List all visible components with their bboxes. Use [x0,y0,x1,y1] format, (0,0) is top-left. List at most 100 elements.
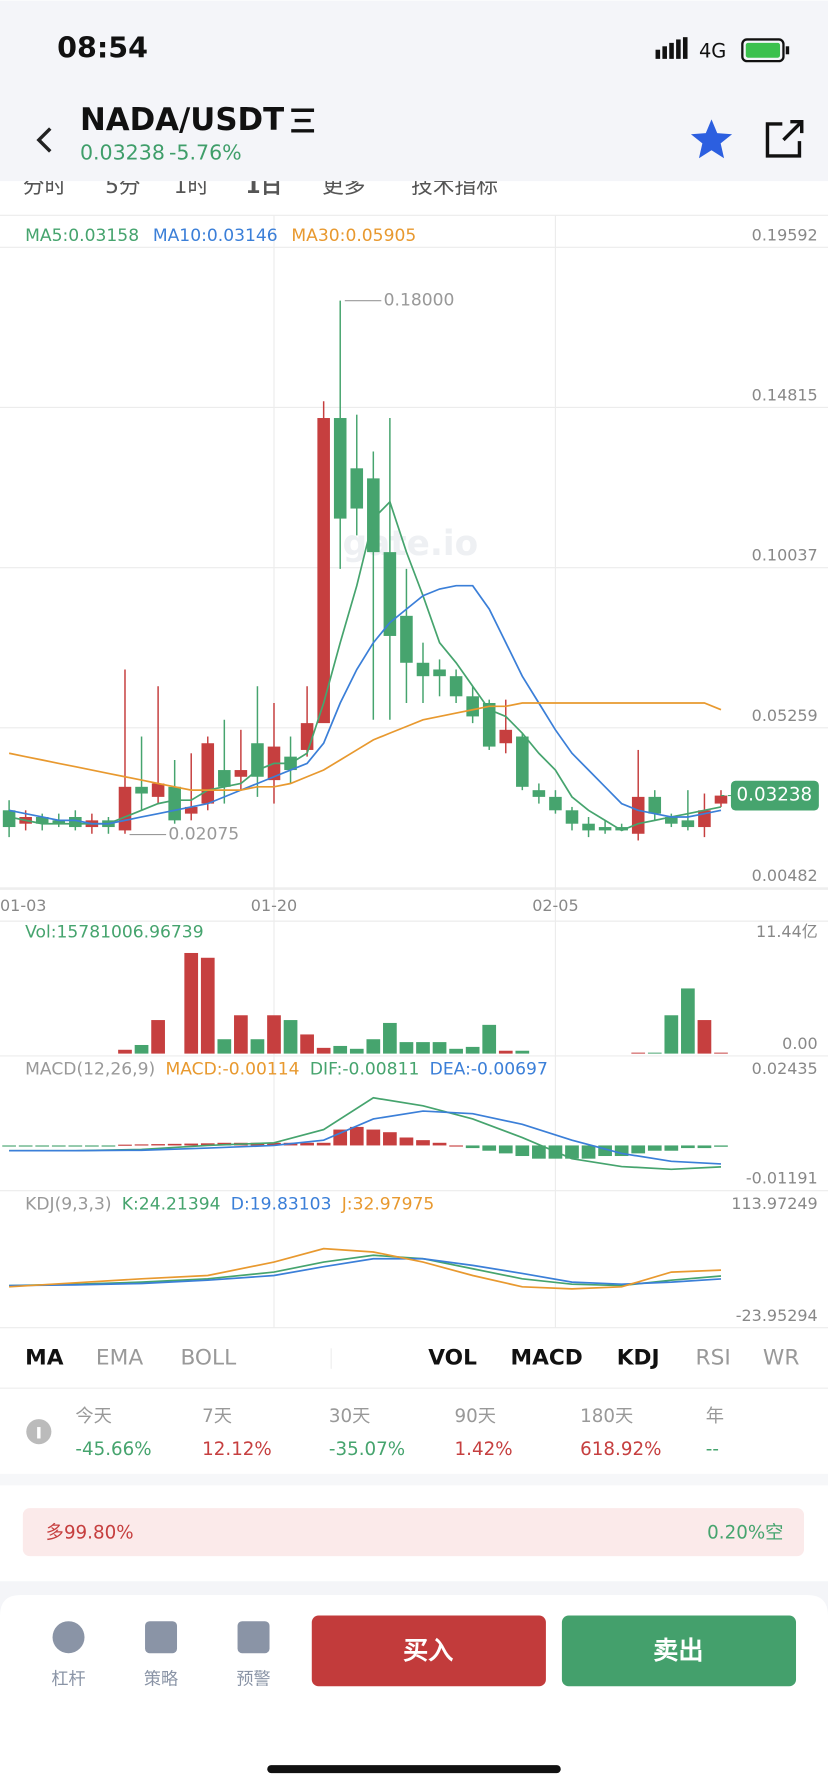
volume-bar [664,1015,679,1054]
back-button[interactable] [36,127,52,153]
indicator-title: MACD(12,26,9) [25,1060,155,1080]
bottom-area: MA EMA BOLL VOL MACD KDJ RSI WR 今天 -45.66% 7天 12.12… [0,1346,828,1792]
stat-label: 30天 [329,1406,371,1427]
macd-bar [498,1145,513,1154]
volume-bar [250,1039,265,1054]
nav-label[interactable]: 策略 [144,1669,178,1689]
macd-bar [134,1144,149,1146]
indicator-title: DEA:-0.00697 [430,1060,548,1080]
candle-body [300,723,314,750]
x-tick-label: 01-03 [0,896,46,915]
macd-line [9,1110,722,1165]
candle-body [714,795,728,804]
nav-icon[interactable] [52,1621,85,1654]
volume-bar [482,1024,497,1054]
candle-body [201,743,215,804]
short-ratio: 0.20%空 [707,1522,783,1543]
signal [655,37,688,59]
sub-indicator-tab[interactable]: RSI [696,1346,731,1371]
indicator-title: KDJ(9,3,3) [25,1194,111,1214]
macd-bar [631,1145,646,1154]
nav-label[interactable]: 预警 [236,1669,270,1689]
stat-value: 1.42% [455,1439,513,1460]
macd-line [9,1096,722,1171]
volume-bar [217,1039,232,1054]
candle-body [400,615,413,663]
main-indicator-tab[interactable]: MA [25,1346,64,1371]
candle-body [350,468,364,509]
volume-bar [647,1052,662,1054]
y-tick-label: 0.05259 [752,706,818,725]
last-price-tag [730,780,819,811]
buy-button[interactable] [311,1615,546,1687]
sub-indicator-tab[interactable]: KDJ [617,1346,660,1371]
candle-body [234,770,248,777]
volume-bar [316,1047,331,1054]
sub-indicator-tab[interactable]: MACD [511,1346,583,1371]
last-price-tag-label: 0.03238 [737,785,813,806]
sell-button[interactable] [561,1615,797,1687]
annotation-label: 0.18000 [384,291,455,311]
ratio-bar [22,1508,805,1557]
sub-indicator-tab[interactable]: VOL [428,1346,477,1371]
macd-bar [614,1145,629,1157]
volume-bar [465,1046,480,1054]
candle-body [665,816,678,824]
stat-value: -- [706,1439,719,1460]
y-tick-label: -0.01191 [746,1169,818,1188]
pair-name: NADA/USDT [80,102,284,138]
macd-bar [167,1143,182,1146]
candle-body [482,703,496,747]
last-price: 0.03238 [80,141,165,165]
candle-body [598,827,612,831]
volume-bar [681,988,695,1054]
buy-label[interactable]: 买入 [403,1636,453,1665]
stat-value: 618.92% [580,1439,661,1460]
y-tick-label: 0.00 [782,1034,818,1053]
volume-title: Vol:15781006.96739 [25,923,203,943]
candle-body [184,806,198,814]
legend-entry: MA30:0.05905 [291,226,416,246]
volume-bar [449,1048,463,1054]
indicator-title: D:19.83103 [231,1194,332,1214]
macd-bar [316,1142,331,1146]
macd-bar [449,1145,463,1147]
nav-label[interactable]: 杠杆 [51,1669,85,1689]
clock: 08:54 [57,31,148,65]
nav-icon[interactable] [237,1621,270,1654]
candle-body [35,816,49,824]
charts: 01-03 01-20 02-05 gate.io 0.19592 0.14815 0.10… [0,214,828,1329]
macd-bar [482,1145,497,1151]
pair-menu[interactable] [291,108,315,133]
candle-body [333,418,347,519]
volume-bar [134,1044,149,1054]
stat-value: -45.66% [75,1439,151,1460]
candle-body [582,823,595,831]
candle-body [631,796,645,834]
annotation-label: 0.02075 [168,825,239,845]
main-indicator-tab[interactable]: EMA [96,1346,143,1371]
sub-indicator-tab[interactable]: WR [763,1346,800,1371]
macd-bar [2,1145,16,1147]
macd-bar [151,1144,165,1146]
volume-bar [184,952,199,1054]
macd-bar [366,1129,381,1146]
stat-label: 7天 [202,1406,232,1427]
indicator-title: MACD:-0.00114 [165,1060,299,1080]
y-tick-label: -23.95294 [736,1306,818,1325]
stat-label: 90天 [455,1406,497,1427]
home-indicator [267,1765,561,1774]
main-indicator-tab[interactable]: BOLL [180,1346,236,1371]
favorite-star[interactable] [690,119,733,159]
candle-body [69,816,82,828]
nav-icon[interactable] [145,1621,178,1654]
macd-bar [399,1137,414,1146]
macd-bar [333,1129,348,1146]
sell-label[interactable]: 卖出 [653,1636,703,1665]
macd-bar [581,1145,596,1159]
macd-bar [383,1132,397,1146]
volume-bar [234,1015,248,1054]
share-button[interactable] [765,119,804,158]
volume-bar [200,957,215,1054]
candle-body [52,820,66,824]
